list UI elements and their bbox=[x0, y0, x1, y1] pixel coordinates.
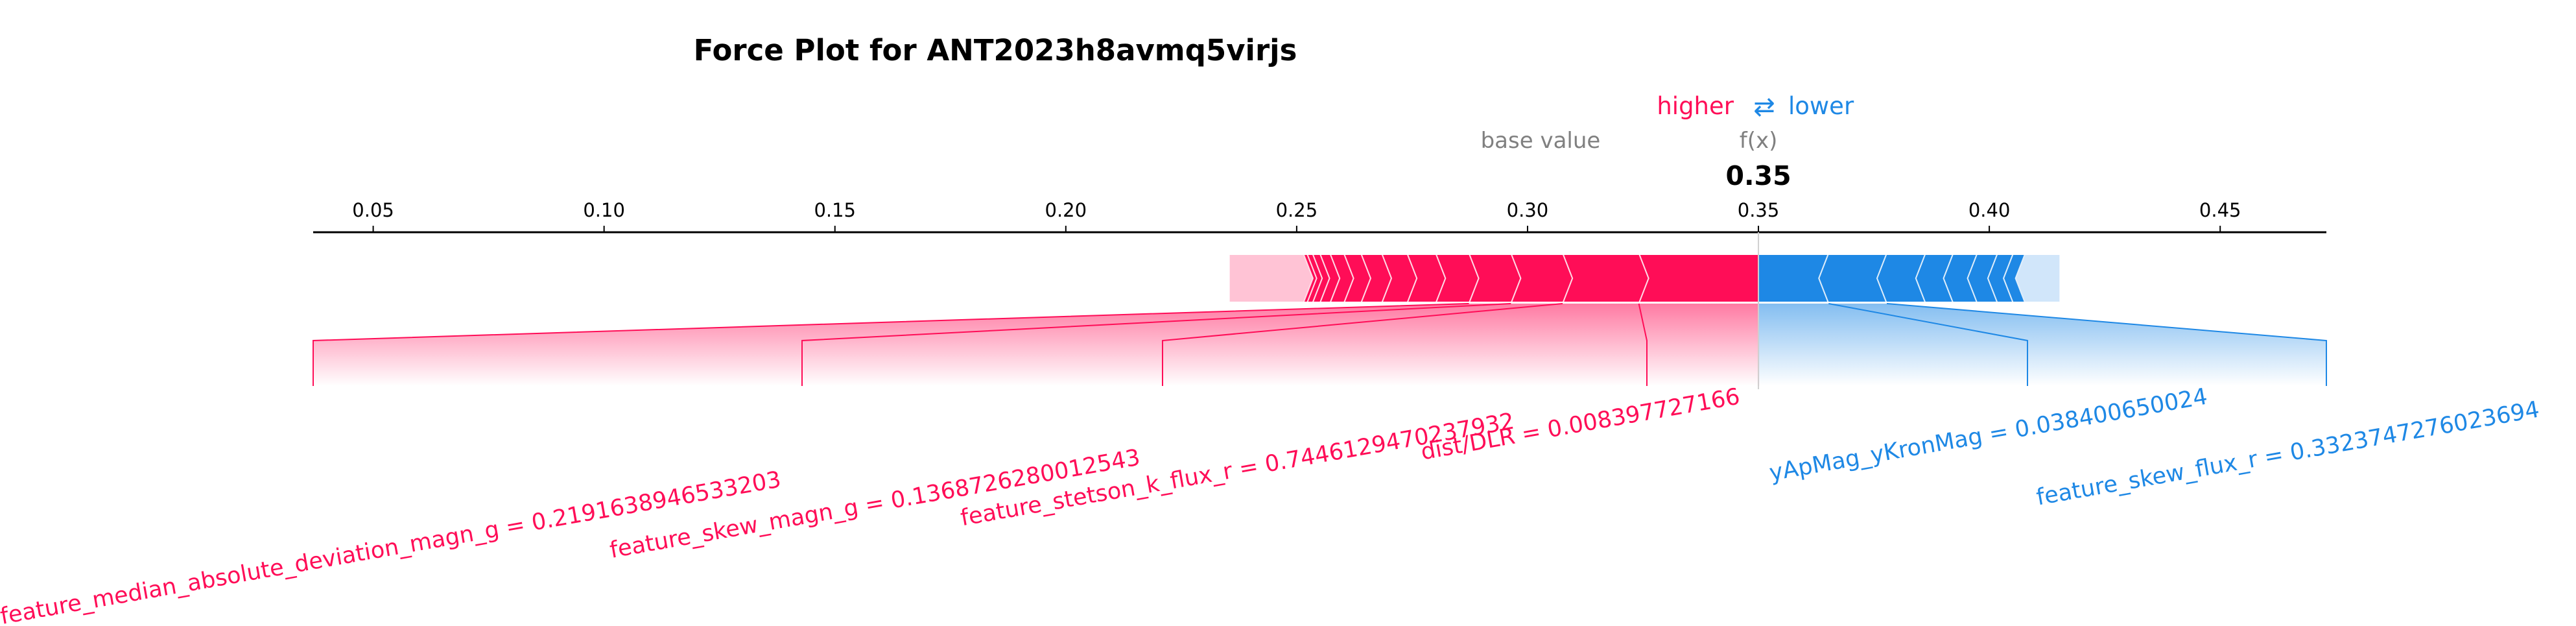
fx-value: 0.35 bbox=[1725, 160, 1791, 191]
x-tick-label: 0.10 bbox=[583, 199, 625, 221]
higher-lower-arrows-icon: ⇄ bbox=[1753, 92, 1775, 122]
positive-force-segment bbox=[1638, 255, 1759, 302]
lower-label: lower bbox=[1788, 92, 1854, 120]
segment-separator bbox=[1329, 254, 1341, 302]
x-tick-label: 0.15 bbox=[814, 199, 856, 221]
positive-force-segment bbox=[1407, 255, 1445, 302]
positive-force-segment bbox=[1306, 255, 1322, 302]
positive-connector-fill bbox=[313, 304, 1511, 386]
segment-separator bbox=[1311, 254, 1323, 302]
positive-connector-fill bbox=[1638, 304, 1759, 386]
positive-connector-line bbox=[1162, 303, 1563, 386]
positive-force-segment bbox=[1343, 255, 1370, 302]
negative-force-segment bbox=[1916, 255, 1954, 302]
negative-force-segment bbox=[1819, 255, 1887, 302]
positive-force-segment bbox=[1381, 255, 1417, 302]
segment-separator bbox=[1467, 254, 1480, 302]
negative-connector-line bbox=[1886, 303, 2327, 386]
positive-force-segment bbox=[1229, 255, 1312, 302]
negative-connector-fill bbox=[1758, 304, 2027, 386]
positive-force-segment bbox=[1436, 255, 1478, 302]
positive-connector-line bbox=[1638, 303, 1648, 386]
negative-connector-fill bbox=[1828, 304, 2326, 386]
negative-force-segment bbox=[2016, 255, 2060, 302]
positive-force-segment bbox=[1312, 255, 1329, 302]
x-tick-label: 0.45 bbox=[2199, 199, 2241, 221]
higher-label: higher bbox=[1657, 92, 1734, 120]
positive-force-segment bbox=[1511, 255, 1572, 302]
base-value-label: base value bbox=[1481, 128, 1601, 154]
x-tick-label: 0.05 bbox=[352, 199, 394, 221]
positive-force-segment bbox=[1360, 255, 1391, 302]
negative-force-segment bbox=[1968, 255, 1998, 302]
fx-label: f(x) bbox=[1740, 128, 1778, 154]
positive-connector-line bbox=[801, 303, 1511, 386]
negative-force-segment bbox=[1878, 255, 1926, 302]
x-tick-label: 0.35 bbox=[1738, 199, 1780, 221]
positive-connector-line bbox=[313, 303, 1469, 386]
feature-labels: dist/DLR = 0.008397727166feature_stetson… bbox=[0, 383, 2542, 626]
segment-separator bbox=[1380, 254, 1393, 302]
label-connectors bbox=[313, 303, 2327, 386]
chart-title: Force Plot for ANT2023h8avmq5virjs bbox=[694, 33, 1297, 67]
negative-connector-line bbox=[1828, 303, 2028, 386]
segment-separator bbox=[1305, 254, 1318, 302]
segment-separator bbox=[1637, 254, 1649, 302]
negative-force-segment bbox=[1758, 255, 1829, 302]
x-tick-label: 0.25 bbox=[1276, 199, 1318, 221]
negative-force-segment bbox=[1944, 255, 1978, 302]
negative-force-segment bbox=[1988, 255, 2014, 302]
positive-force-segment bbox=[1563, 255, 1648, 302]
positive-connector-fill bbox=[802, 304, 1563, 386]
x-axis-ticks: 0.05 0.10 0.15 0.20 0.25 0.30 0.35 0.40 0.45 bbox=[352, 199, 2241, 232]
segment-separator bbox=[2015, 254, 2027, 302]
positive-force-segment bbox=[1469, 255, 1520, 302]
x-tick-label: 0.30 bbox=[1507, 199, 1549, 221]
segment-separator bbox=[1406, 254, 1418, 302]
x-tick-label: 0.40 bbox=[1968, 199, 2011, 221]
x-tick-label: 0.20 bbox=[1045, 199, 1087, 221]
force-bars bbox=[1229, 232, 2060, 389]
positive-connector-fill bbox=[1163, 304, 1647, 386]
